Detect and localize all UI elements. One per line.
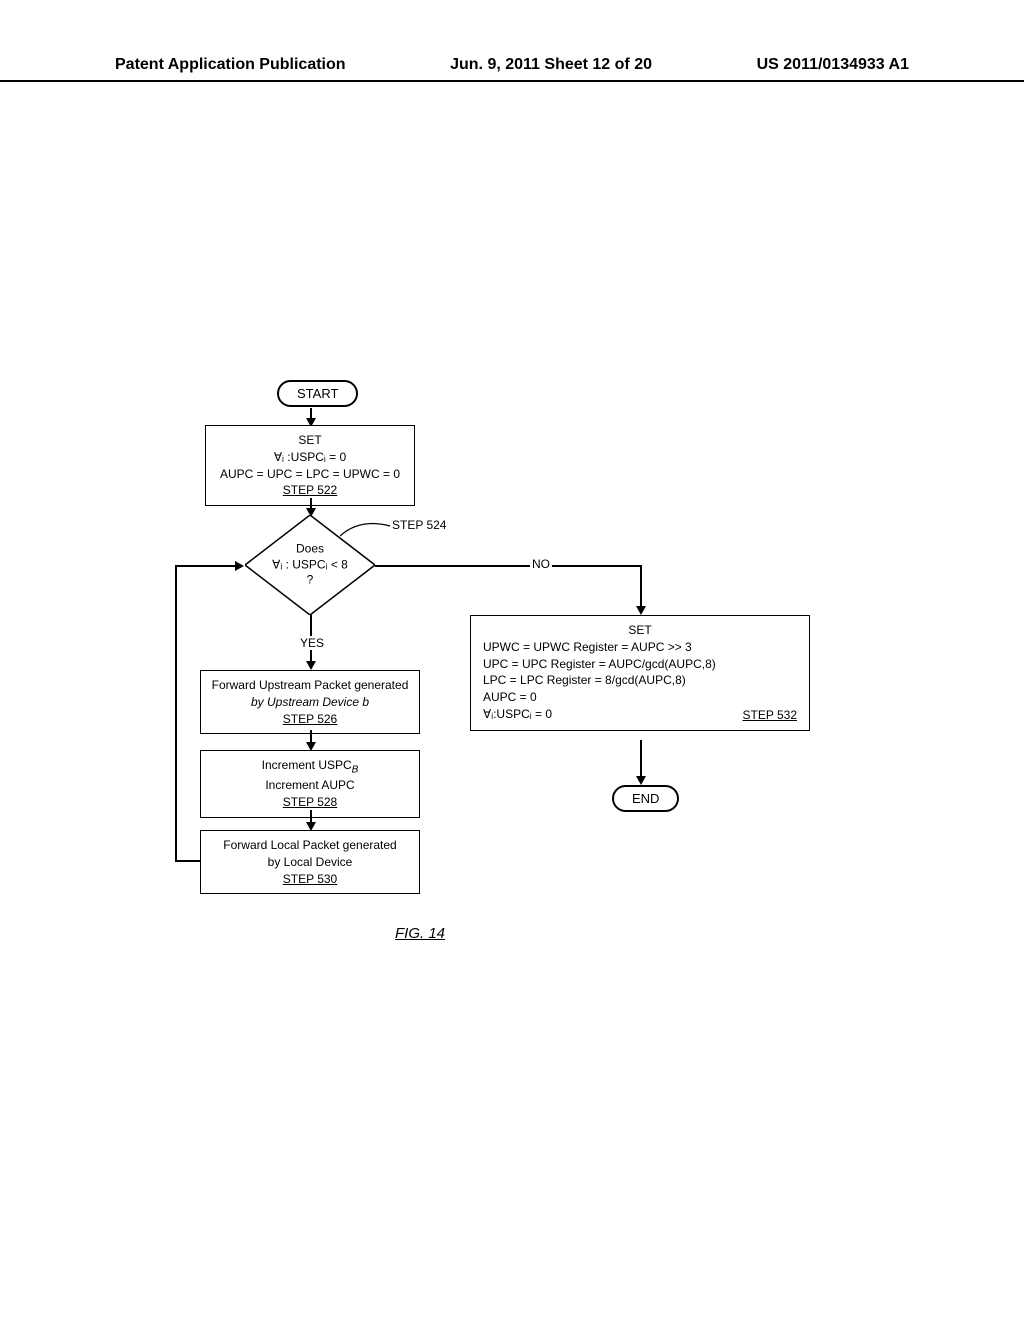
step524-line3: ? bbox=[260, 573, 360, 589]
step528-line1: Increment USPCB bbox=[209, 757, 411, 777]
step530-line2: by Local Device bbox=[209, 854, 411, 871]
step532-title: SET bbox=[483, 622, 797, 639]
step526-line1: Forward Upstream Packet generated bbox=[209, 677, 411, 694]
step524-line2: ∀ᵢ : USPCᵢ < 8 bbox=[260, 557, 360, 573]
step530-line1: Forward Local Packet generated bbox=[209, 837, 411, 854]
step528-step: STEP 528 bbox=[209, 794, 411, 811]
header-left: Patent Application Publication bbox=[115, 56, 346, 74]
yes-label: YES bbox=[298, 636, 326, 650]
step522-line3: AUPC = UPC = LPC = UPWC = 0 bbox=[214, 466, 406, 483]
step522-line2: ∀ᵢ :USPCᵢ = 0 bbox=[214, 449, 406, 466]
step526-line2: by Upstream Device b bbox=[209, 694, 411, 711]
step522-step: STEP 522 bbox=[214, 482, 406, 499]
step-526-box: Forward Upstream Packet generated by Ups… bbox=[200, 670, 420, 734]
no-label: NO bbox=[530, 557, 552, 571]
step-532-box: SET UPWC = UPWC Register = AUPC >> 3 UPC… bbox=[470, 615, 810, 731]
step-522-box: SET ∀ᵢ :USPCᵢ = 0 AUPC = UPC = LPC = UPW… bbox=[205, 425, 415, 506]
figure-label: FIG. 14 bbox=[395, 925, 445, 942]
step526-step: STEP 526 bbox=[209, 711, 411, 728]
start-terminal: START bbox=[277, 380, 358, 407]
step530-step: STEP 530 bbox=[209, 871, 411, 888]
step522-line1: SET bbox=[214, 432, 406, 449]
step532-line5: ∀ᵢ:USPCᵢ = 0 bbox=[483, 706, 552, 723]
header-right: US 2011/0134933 A1 bbox=[757, 56, 909, 74]
step532-line1: UPWC = UPWC Register = AUPC >> 3 bbox=[483, 639, 797, 656]
end-terminal: END bbox=[612, 785, 679, 812]
step532-line2: UPC = UPC Register = AUPC/gcd(AUPC,8) bbox=[483, 656, 797, 673]
step-530-box: Forward Local Packet generated by Local … bbox=[200, 830, 420, 894]
step532-line3: LPC = LPC Register = 8/gcd(AUPC,8) bbox=[483, 672, 797, 689]
step524-label: STEP 524 bbox=[392, 518, 446, 532]
step-528-box: Increment USPCB Increment AUPC STEP 528 bbox=[200, 750, 420, 818]
step528-line2: Increment AUPC bbox=[209, 777, 411, 794]
step532-line4: AUPC = 0 bbox=[483, 689, 797, 706]
header-center: Jun. 9, 2011 Sheet 12 of 20 bbox=[450, 56, 652, 74]
